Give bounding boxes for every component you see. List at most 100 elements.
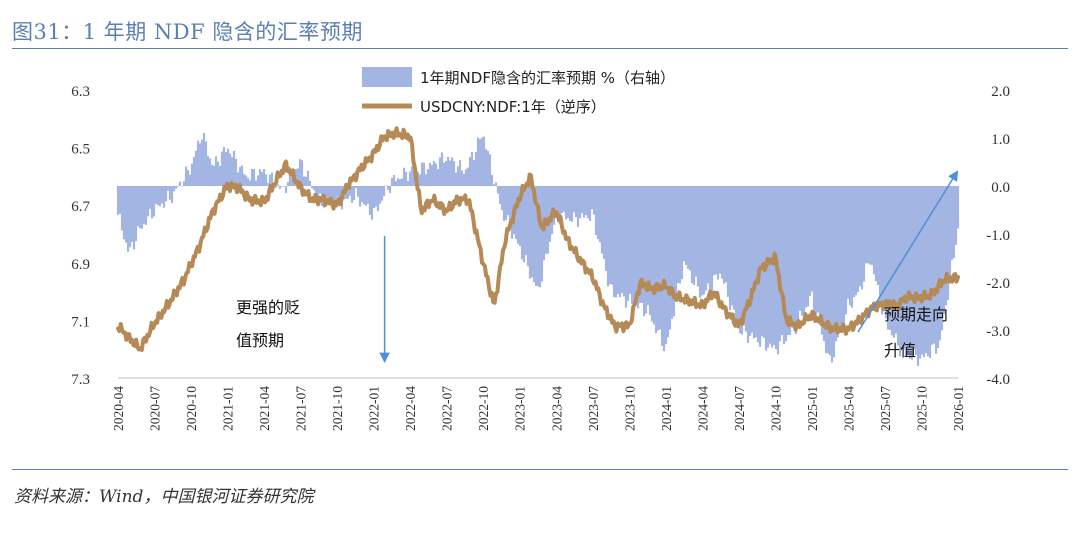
bar bbox=[284, 186, 288, 194]
bar bbox=[928, 186, 932, 358]
bar bbox=[888, 186, 892, 331]
bar bbox=[908, 186, 912, 359]
bar bbox=[816, 186, 820, 313]
bar bbox=[348, 186, 352, 196]
bar bbox=[788, 186, 792, 335]
bar bbox=[238, 167, 242, 186]
bar bbox=[368, 186, 372, 216]
bar bbox=[726, 186, 730, 297]
bar bbox=[586, 186, 590, 219]
title-rule bbox=[12, 48, 1068, 49]
bar bbox=[646, 186, 650, 306]
right-tick-label: 1.0 bbox=[991, 132, 1010, 148]
bar bbox=[200, 139, 204, 186]
bar bbox=[480, 137, 484, 186]
bar bbox=[722, 186, 726, 284]
x-tick-label: 2020-04 bbox=[111, 386, 126, 431]
bar bbox=[236, 172, 240, 186]
bar bbox=[634, 186, 638, 305]
bar bbox=[124, 186, 128, 243]
bar bbox=[570, 186, 574, 222]
bar bbox=[538, 186, 542, 288]
bar bbox=[202, 133, 206, 186]
bar bbox=[194, 150, 198, 186]
bar bbox=[724, 186, 728, 283]
x-tick-label: 2025-10 bbox=[914, 386, 929, 431]
bar bbox=[870, 186, 874, 266]
bar bbox=[674, 186, 678, 302]
x-tick-label: 2022-01 bbox=[367, 386, 382, 431]
bar bbox=[894, 186, 898, 334]
bar bbox=[608, 186, 612, 285]
bar bbox=[442, 162, 446, 186]
bar bbox=[326, 186, 330, 201]
bar bbox=[438, 157, 442, 186]
bar bbox=[470, 151, 474, 186]
bar bbox=[712, 186, 716, 276]
bar bbox=[606, 186, 610, 287]
bar bbox=[146, 186, 150, 217]
bar bbox=[386, 186, 390, 190]
bar bbox=[562, 186, 566, 212]
bar bbox=[338, 186, 342, 206]
bar bbox=[226, 148, 230, 186]
bar bbox=[660, 186, 664, 346]
bar bbox=[778, 186, 782, 342]
annotation-text-appreciation: 预期走向 bbox=[884, 305, 948, 324]
bar bbox=[264, 174, 268, 186]
bar bbox=[654, 186, 658, 334]
bar bbox=[668, 186, 672, 330]
bar bbox=[918, 186, 922, 359]
bar bbox=[950, 186, 954, 260]
bar bbox=[612, 186, 616, 298]
bar bbox=[848, 186, 852, 306]
bar bbox=[492, 184, 496, 186]
bar bbox=[808, 186, 812, 296]
bar bbox=[402, 167, 406, 186]
bar bbox=[596, 186, 600, 240]
bar bbox=[188, 174, 192, 186]
bar bbox=[652, 186, 656, 325]
bar bbox=[884, 186, 888, 319]
bar bbox=[812, 186, 816, 312]
bar bbox=[520, 186, 524, 260]
bar bbox=[826, 186, 830, 354]
source-rule bbox=[12, 469, 1068, 470]
bar bbox=[130, 186, 134, 242]
bar bbox=[158, 186, 162, 207]
bar bbox=[280, 186, 284, 187]
bar bbox=[164, 186, 168, 202]
bar bbox=[642, 186, 646, 317]
x-tick-label: 2026-01 bbox=[951, 386, 966, 431]
x-tick-label: 2024-01 bbox=[659, 386, 674, 431]
bar bbox=[216, 161, 220, 186]
bar bbox=[518, 186, 522, 247]
bar bbox=[874, 186, 878, 282]
bar bbox=[452, 161, 456, 186]
bar bbox=[772, 186, 776, 346]
bar bbox=[728, 186, 732, 311]
bar bbox=[214, 156, 218, 186]
bar bbox=[428, 162, 432, 186]
bar bbox=[852, 186, 856, 297]
bar bbox=[644, 186, 648, 314]
bar bbox=[850, 186, 854, 308]
bar bbox=[208, 158, 212, 186]
bar bbox=[516, 186, 520, 244]
bar bbox=[730, 186, 734, 306]
bar bbox=[458, 159, 462, 186]
bar bbox=[246, 177, 250, 186]
bar bbox=[436, 169, 440, 186]
bar bbox=[132, 186, 136, 250]
bar bbox=[838, 186, 842, 333]
bar bbox=[834, 186, 838, 342]
bar bbox=[552, 186, 556, 225]
x-tick-label: 2024-07 bbox=[732, 386, 747, 431]
bar bbox=[672, 186, 676, 317]
bar bbox=[362, 186, 366, 205]
bar bbox=[732, 186, 736, 310]
bar bbox=[162, 186, 166, 208]
bar bbox=[572, 186, 576, 213]
bar bbox=[882, 186, 886, 311]
bar bbox=[422, 162, 426, 186]
